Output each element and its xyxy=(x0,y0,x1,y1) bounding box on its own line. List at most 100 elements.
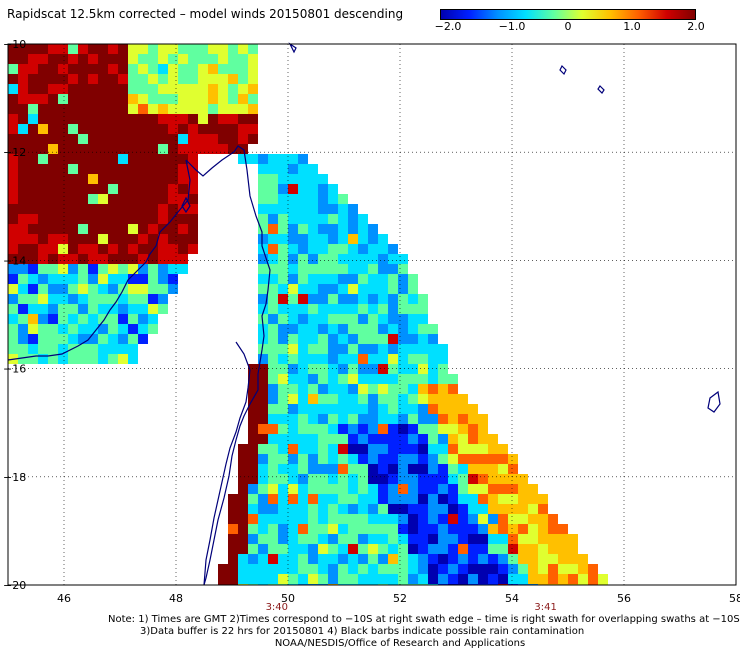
wind-cell xyxy=(498,454,508,464)
wind-cell xyxy=(138,274,148,284)
wind-cell xyxy=(28,234,38,244)
wind-cell xyxy=(168,144,178,154)
wind-cell xyxy=(108,124,118,134)
wind-cell xyxy=(158,234,168,244)
wind-cell xyxy=(368,534,378,544)
wind-cell xyxy=(448,434,458,444)
wind-cell xyxy=(338,534,348,544)
wind-cell xyxy=(468,404,478,414)
wind-cell xyxy=(238,484,248,494)
wind-cell xyxy=(108,64,118,74)
wind-cell xyxy=(208,114,218,124)
wind-cell xyxy=(78,154,88,164)
wind-cell xyxy=(258,414,268,424)
wind-cell xyxy=(298,514,308,524)
wind-cell xyxy=(58,154,68,164)
wind-cell xyxy=(78,254,88,264)
wind-cell xyxy=(168,54,178,64)
wind-cell xyxy=(58,74,68,84)
wind-cell xyxy=(8,254,18,264)
wind-cell xyxy=(118,54,128,64)
wind-cell xyxy=(318,504,328,514)
wind-cell xyxy=(308,284,318,294)
wind-cell xyxy=(268,414,278,424)
wind-cell xyxy=(528,484,538,494)
wind-cell xyxy=(228,54,238,64)
wind-cell xyxy=(268,534,278,544)
wind-cell xyxy=(468,524,478,534)
wind-cell xyxy=(348,394,358,404)
wind-cell xyxy=(38,134,48,144)
swath-time-label: 3:40 xyxy=(266,602,288,613)
wind-cell xyxy=(138,154,148,164)
wind-cell xyxy=(438,414,448,424)
wind-cell xyxy=(358,364,368,374)
wind-cell xyxy=(178,44,188,54)
wind-cell xyxy=(308,234,318,244)
wind-cell xyxy=(448,384,458,394)
wind-cell xyxy=(18,354,28,364)
wind-cell xyxy=(248,64,258,74)
wind-cell xyxy=(108,214,118,224)
wind-cell xyxy=(438,434,448,444)
wind-cell xyxy=(288,154,298,164)
wind-cell xyxy=(268,484,278,494)
wind-cell xyxy=(68,234,78,244)
wind-cell xyxy=(278,294,288,304)
wind-cell xyxy=(158,84,168,94)
wind-cell xyxy=(308,414,318,424)
wind-cell xyxy=(268,384,278,394)
wind-cell xyxy=(128,84,138,94)
wind-cell xyxy=(288,324,298,334)
wind-cell xyxy=(368,494,378,504)
wind-cell xyxy=(238,554,248,564)
wind-cell xyxy=(108,314,118,324)
wind-cell xyxy=(78,234,88,244)
wind-cell xyxy=(328,254,338,264)
wind-cell xyxy=(18,134,28,144)
wind-cell xyxy=(88,344,98,354)
wind-cell xyxy=(468,574,478,584)
wind-cell xyxy=(128,244,138,254)
wind-cell xyxy=(58,244,68,254)
wind-cell xyxy=(388,314,398,324)
wind-cell xyxy=(118,234,128,244)
wind-cell xyxy=(358,544,368,554)
wind-cell xyxy=(508,504,518,514)
wind-cell xyxy=(258,474,268,484)
wind-cell xyxy=(498,524,508,534)
wind-cell xyxy=(18,214,28,224)
wind-cell xyxy=(118,84,128,94)
wind-cell xyxy=(48,124,58,134)
wind-cell xyxy=(308,244,318,254)
wind-cell xyxy=(38,64,48,74)
wind-cell xyxy=(348,204,358,214)
wind-cell xyxy=(138,304,148,314)
wind-cell xyxy=(318,524,328,534)
wind-cell xyxy=(28,304,38,314)
wind-cell xyxy=(478,494,488,504)
wind-cell xyxy=(448,544,458,554)
wind-cell xyxy=(268,494,278,504)
wind-cell xyxy=(88,94,98,104)
wind-cell xyxy=(378,434,388,444)
wind-cell xyxy=(8,324,18,334)
wind-cell xyxy=(58,254,68,264)
wind-cell xyxy=(368,334,378,344)
wind-cell xyxy=(278,484,288,494)
wind-cell xyxy=(438,474,448,484)
wind-cell xyxy=(68,174,78,184)
wind-cell xyxy=(478,564,488,574)
wind-cell xyxy=(458,394,468,404)
wind-cell xyxy=(258,544,268,554)
latitude-label: −10 xyxy=(3,38,26,51)
wind-cell xyxy=(528,564,538,574)
wind-cell xyxy=(328,574,338,584)
wind-cell xyxy=(138,334,148,344)
wind-cell xyxy=(308,464,318,474)
wind-cell xyxy=(238,464,248,474)
wind-cell xyxy=(238,154,248,164)
wind-cell xyxy=(328,394,338,404)
wind-cell xyxy=(18,174,28,184)
wind-cell xyxy=(88,324,98,334)
